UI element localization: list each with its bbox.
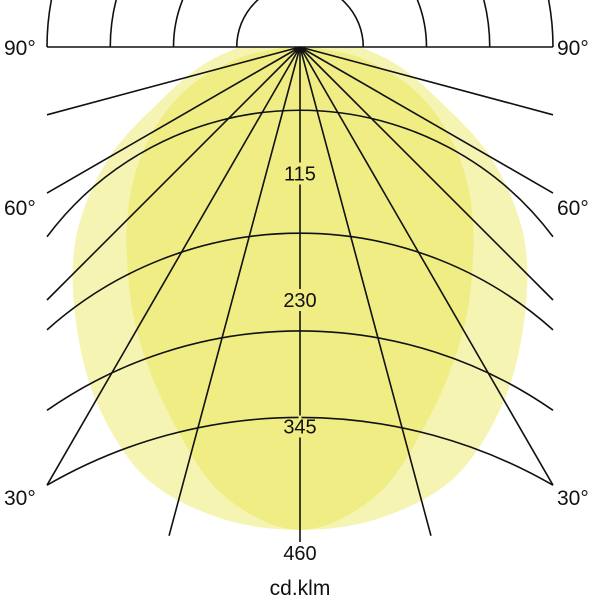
grid-radial-line [46,46,301,116]
grid-radial-line [299,46,554,301]
angle-label-30-left: 30° [4,487,36,510]
grid-ring [46,0,554,48]
angle-label-60-right: 60° [557,197,589,220]
angle-label-30-right: 30° [557,487,589,510]
grid-radial-line [46,46,301,301]
grid-ring [109,0,491,48]
grid-radial-line [299,46,554,116]
grid-radial-line [299,46,554,194]
angle-label-90-left: 90° [4,37,36,60]
ring-label: 460 [283,543,316,565]
angle-label-90-right: 90° [557,37,589,60]
grid-ring [235,0,365,48]
ring-labels: 115 230 345 460 [280,162,320,565]
ring-label: 115 [284,164,316,186]
grid-radial-line [46,46,301,194]
grid-radial-line [168,46,301,536]
unit-label: cd.klm [270,577,331,600]
angle-label-60-left: 60° [4,197,36,220]
grid-radial-line [46,46,301,486]
polar-grid [46,0,554,553]
ring-label: 230 [283,290,316,312]
grid-radial-line [299,46,432,536]
grid-radial-line [299,46,554,486]
grid-ring [172,0,428,48]
ring-label: 345 [283,417,316,439]
